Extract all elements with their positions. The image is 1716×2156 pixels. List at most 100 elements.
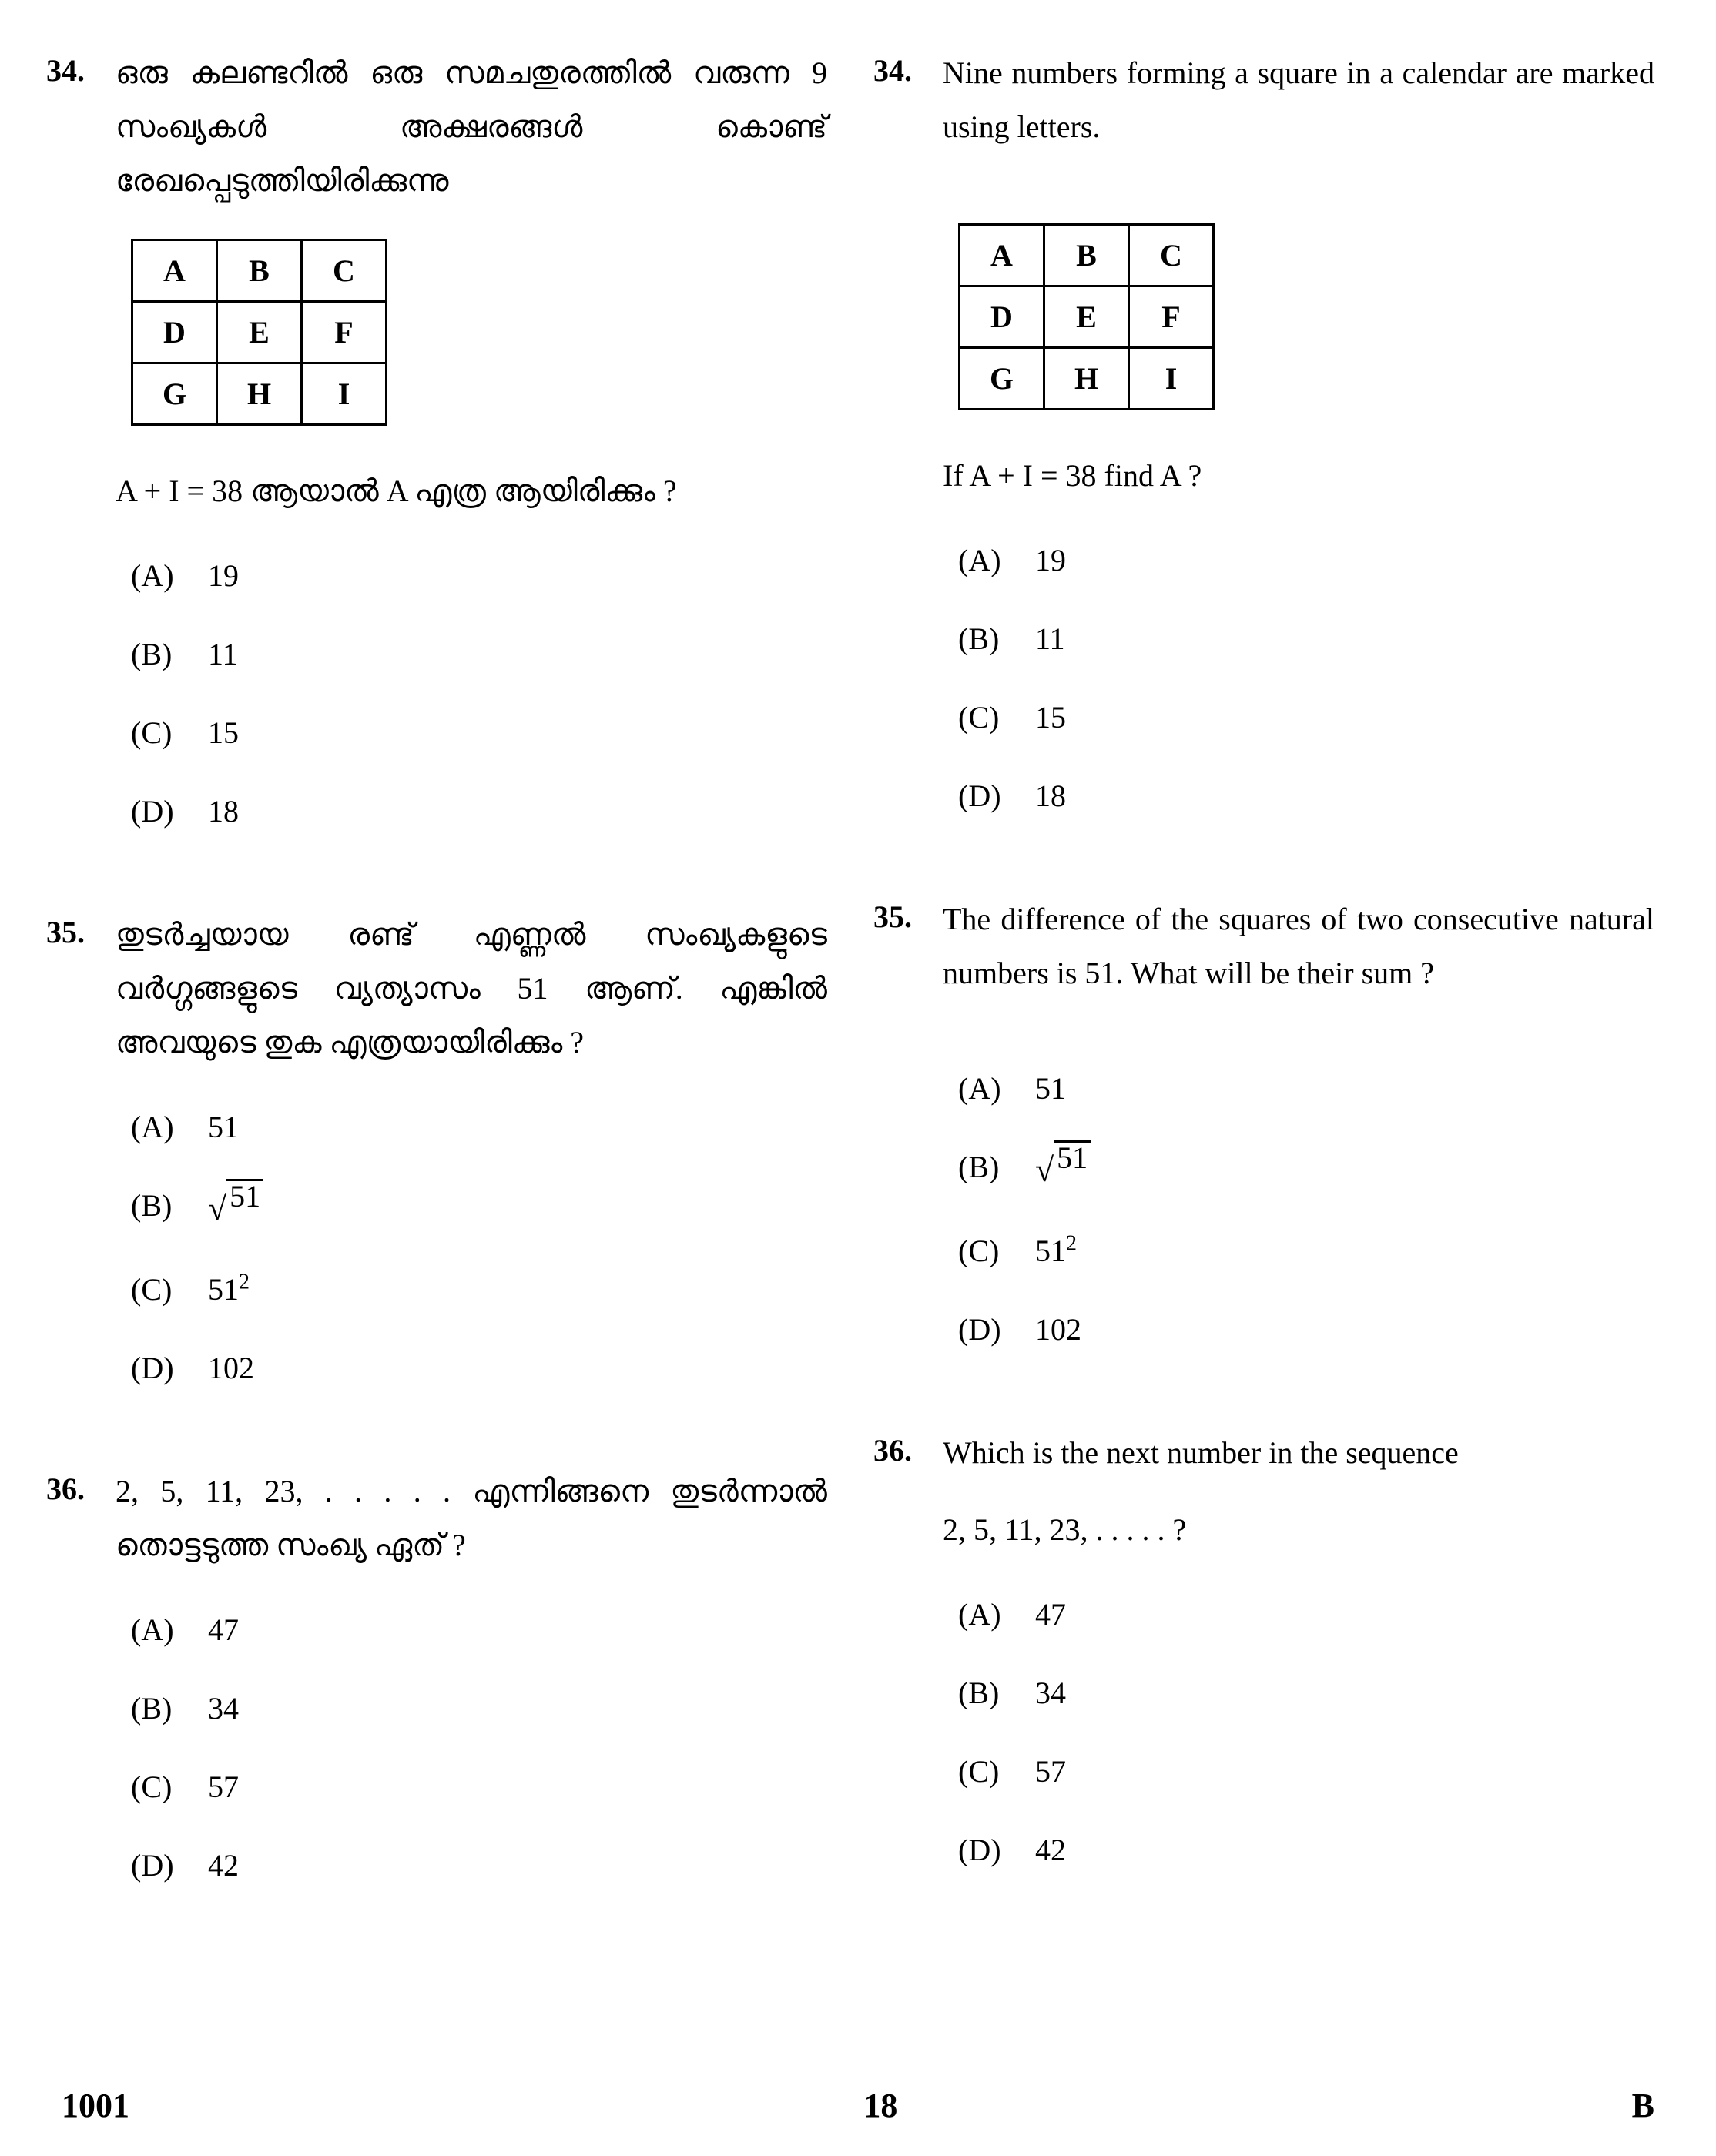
option-c: (C) 512 [958, 1224, 1654, 1278]
superscript: 2 [239, 1270, 250, 1294]
option-label: (B) [131, 628, 185, 681]
option-label: (D) [958, 769, 1012, 823]
question-text: ഒരു കലണ്ടറിൽ ഒരു സമചതുരത്തിൽ വരുന്ന 9 സം… [116, 46, 827, 208]
sqrt-arg: 51 [226, 1179, 263, 1212]
option-b: (B) √51 [958, 1140, 1654, 1200]
options-list: (A)47 (B) 34 (C)57 (D) 42 [958, 1588, 1654, 1877]
options-list: (A) 47 (B)34 (C) 57 (D)42 [131, 1603, 827, 1893]
option-b: (B)11 [958, 612, 1654, 666]
option-label: (B) [958, 1666, 1012, 1720]
question-body: 2, 5, 11, 23, . . . . . എന്നിങ്ങനെ തുടർന… [116, 1465, 827, 1893]
grid-cell: B [1044, 225, 1129, 286]
question-body: Which is the next number in the sequence… [943, 1426, 1654, 1877]
grid-cell: E [217, 302, 302, 363]
option-value: 57 [208, 1760, 239, 1814]
grid-cell: D [132, 302, 217, 363]
grid-cell: E [1044, 286, 1129, 348]
option-value: √51 [208, 1179, 263, 1238]
option-a: (A)47 [958, 1588, 1654, 1642]
option-label: (B) [131, 1179, 185, 1238]
option-d: (D)18 [958, 769, 1654, 823]
sqrt-icon: √51 [1035, 1140, 1091, 1200]
grid-cell: H [217, 363, 302, 425]
option-value: 512 [208, 1263, 250, 1317]
grid-cell: A [132, 240, 217, 302]
footer-left: 1001 [62, 2086, 129, 2125]
option-label: (D) [958, 1823, 1012, 1877]
option-value: 102 [208, 1341, 254, 1395]
question-text: Nine numbers forming a square in a calen… [943, 46, 1654, 154]
option-a: (A)51 [131, 1100, 827, 1154]
option-d: (D) 102 [131, 1341, 827, 1395]
option-label: (C) [958, 691, 1012, 745]
question-number: 36. [873, 1426, 943, 1877]
base: 51 [1035, 1234, 1066, 1268]
question-text: The difference of the squares of two con… [943, 892, 1654, 1000]
option-c: (C) 15 [958, 691, 1654, 745]
option-value: 11 [1035, 612, 1065, 666]
option-b: (B)34 [131, 1682, 827, 1736]
sub-question: A + I = 38 ആയാൽ A എത്ര ആയിരിക്കും ? [116, 464, 827, 518]
option-value: 19 [1035, 534, 1066, 588]
option-c: (C)15 [131, 706, 827, 760]
grid-cell: H [1044, 348, 1129, 410]
option-label: (C) [131, 1760, 185, 1814]
sqrt-icon: √51 [208, 1179, 263, 1238]
question-body: Nine numbers forming a square in a calen… [943, 46, 1654, 823]
options-list: (A)19 (B)11 (C)15 (D)18 [958, 534, 1654, 823]
question-number: 36. [46, 1465, 116, 1893]
option-value: 11 [208, 628, 238, 681]
option-b: (B) 34 [958, 1666, 1654, 1720]
option-label: (A) [131, 1603, 185, 1657]
option-label: (C) [131, 706, 185, 760]
option-d: (D)42 [131, 1839, 827, 1893]
question-body: The difference of the squares of two con… [943, 892, 1654, 1357]
grid-cell: B [217, 240, 302, 302]
question-number: 34. [46, 46, 116, 839]
option-value: 34 [1035, 1666, 1066, 1720]
base: 51 [208, 1272, 239, 1307]
option-c: (C)57 [958, 1745, 1654, 1799]
grid-cell: G [960, 348, 1044, 410]
option-label: (B) [131, 1682, 185, 1736]
option-value: 19 [208, 549, 239, 603]
option-c: (C)512 [131, 1263, 827, 1317]
option-d: (D) 42 [958, 1823, 1654, 1877]
option-value: 18 [208, 785, 239, 839]
question-text-line1: Which is the next number in the sequence [943, 1426, 1654, 1480]
option-value: 15 [1035, 691, 1066, 745]
sqrt-arg: 51 [1054, 1140, 1091, 1173]
option-label: (C) [958, 1224, 1012, 1278]
option-b: (B) 11 [131, 628, 827, 681]
option-label: (A) [958, 1062, 1012, 1116]
option-label: (A) [131, 549, 185, 603]
options-list: (A)51 (B)√51 (C)512 (D)102 [131, 1100, 827, 1395]
option-a: (A)51 [958, 1062, 1654, 1116]
option-label: (D) [131, 1341, 185, 1395]
page-footer: 1001 18 B [62, 2086, 1654, 2125]
grid-cell: F [1129, 286, 1214, 348]
question-number: 35. [46, 908, 116, 1395]
option-value: √51 [1035, 1140, 1091, 1200]
option-d: (D)18 [131, 785, 827, 839]
question-body: തുടർച്ചയായ രണ്ട് എണ്ണൽ സംഖ്യകളുടെ വർഗ്ഗങ… [116, 908, 827, 1395]
two-column-layout: 34. ഒരു കലണ്ടറിൽ ഒരു സമചതുരത്തിൽ വരുന്ന … [46, 46, 1654, 2048]
grid-cell: A [960, 225, 1044, 286]
grid-cell: I [302, 363, 387, 425]
option-value: 512 [1035, 1224, 1077, 1278]
grid-cell: C [302, 240, 387, 302]
calendar-grid: A B C D E F G H I [131, 239, 387, 426]
question-text-line2: 2, 5, 11, 23, . . . . . ? [943, 1503, 1654, 1557]
question-body: ഒരു കലണ്ടറിൽ ഒരു സമചതുരത്തിൽ വരുന്ന 9 സം… [116, 46, 827, 839]
option-label: (B) [958, 1140, 1012, 1200]
sub-question: If A + I = 38 find A ? [943, 449, 1654, 503]
question-36-ml: 36. 2, 5, 11, 23, . . . . . എന്നിങ്ങനെ ത… [46, 1465, 827, 1893]
option-a: (A) 19 [131, 549, 827, 603]
question-text: തുടർച്ചയായ രണ്ട് എണ്ണൽ സംഖ്യകളുടെ വർഗ്ഗങ… [116, 908, 827, 1070]
option-value: 42 [1035, 1823, 1066, 1877]
option-label: (A) [131, 1100, 185, 1154]
option-value: 47 [208, 1603, 239, 1657]
grid-cell: F [302, 302, 387, 363]
question-text: 2, 5, 11, 23, . . . . . എന്നിങ്ങനെ തുടർന… [116, 1465, 827, 1572]
left-column: 34. ഒരു കലണ്ടറിൽ ഒരു സമചതുരത്തിൽ വരുന്ന … [46, 46, 827, 2048]
